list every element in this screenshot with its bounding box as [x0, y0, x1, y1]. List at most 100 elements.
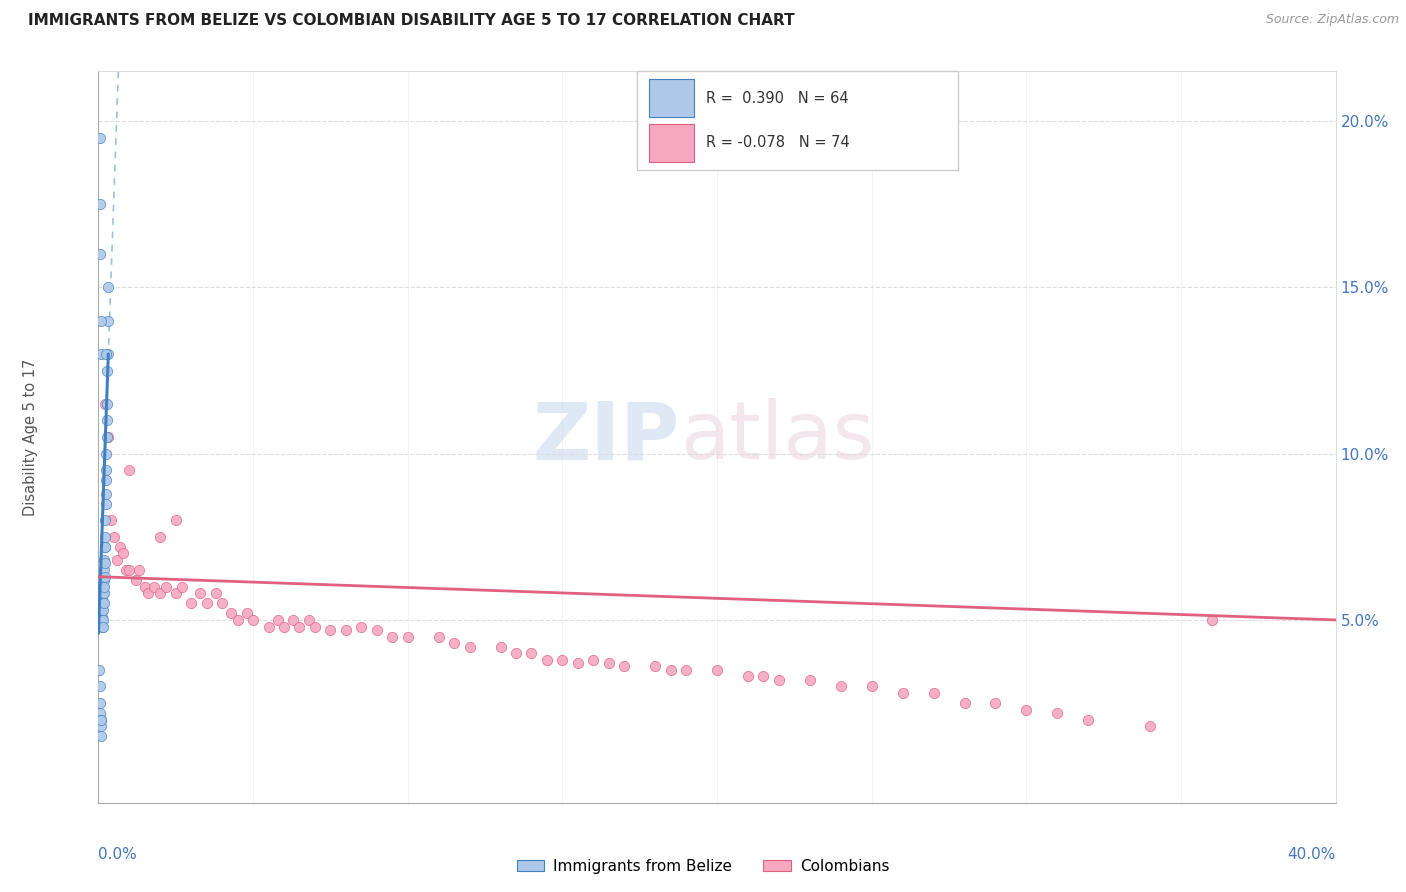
Point — [97, 347, 120, 361]
Point — [91, 613, 114, 627]
Point — [94, 540, 117, 554]
Text: R = -0.078   N = 74: R = -0.078 N = 74 — [706, 136, 849, 150]
Point — [304, 619, 326, 633]
Point — [195, 596, 218, 610]
Point — [396, 630, 419, 644]
Point — [205, 586, 228, 600]
Point — [96, 397, 118, 411]
Point — [458, 640, 481, 654]
Point — [115, 563, 138, 577]
Point — [90, 713, 112, 727]
Point — [91, 586, 114, 600]
Point — [96, 473, 118, 487]
Point — [143, 580, 166, 594]
Point — [89, 586, 111, 600]
Point — [90, 713, 112, 727]
Point — [89, 596, 111, 610]
Point — [94, 486, 117, 500]
Point — [96, 463, 118, 477]
FancyBboxPatch shape — [650, 124, 693, 161]
Point — [90, 593, 112, 607]
Point — [90, 599, 112, 614]
Point — [922, 686, 945, 700]
Point — [1201, 613, 1223, 627]
Point — [89, 197, 111, 211]
Point — [1046, 706, 1069, 720]
Point — [752, 669, 775, 683]
Point — [89, 696, 111, 710]
Point — [97, 430, 120, 444]
Point — [97, 280, 120, 294]
Point — [319, 623, 342, 637]
Point — [90, 719, 112, 733]
Point — [89, 596, 111, 610]
Point — [90, 607, 112, 621]
Point — [489, 640, 512, 654]
Point — [112, 546, 135, 560]
Point — [90, 729, 112, 743]
Point — [100, 513, 122, 527]
Point — [984, 696, 1007, 710]
Point — [118, 563, 141, 577]
Point — [90, 603, 112, 617]
Point — [108, 540, 131, 554]
Point — [89, 680, 111, 694]
Point — [96, 347, 118, 361]
Point — [90, 347, 112, 361]
Point — [149, 530, 172, 544]
Point — [505, 646, 527, 660]
Point — [94, 557, 117, 571]
Point — [257, 619, 280, 633]
Point — [93, 573, 115, 587]
Point — [118, 463, 141, 477]
Point — [91, 596, 114, 610]
Point — [94, 497, 117, 511]
Point — [953, 696, 976, 710]
Point — [273, 619, 295, 633]
Point — [288, 619, 311, 633]
Point — [94, 530, 117, 544]
Point — [1015, 703, 1038, 717]
Point — [180, 596, 202, 610]
FancyBboxPatch shape — [637, 71, 959, 170]
Text: atlas: atlas — [681, 398, 875, 476]
Point — [96, 413, 118, 427]
Point — [124, 573, 146, 587]
Point — [582, 653, 605, 667]
Point — [90, 590, 112, 604]
Point — [598, 656, 620, 670]
Point — [91, 603, 114, 617]
Point — [96, 363, 118, 377]
Point — [567, 656, 589, 670]
Point — [91, 619, 114, 633]
Point — [91, 613, 114, 627]
Point — [96, 447, 118, 461]
Point — [93, 540, 115, 554]
Point — [91, 586, 114, 600]
Point — [90, 580, 112, 594]
Point — [89, 607, 111, 621]
Point — [93, 586, 115, 600]
Point — [443, 636, 465, 650]
Point — [93, 563, 115, 577]
Point — [89, 131, 111, 145]
Point — [737, 669, 759, 683]
Point — [93, 603, 115, 617]
Text: Source: ZipAtlas.com: Source: ZipAtlas.com — [1265, 13, 1399, 27]
Point — [1077, 713, 1099, 727]
Point — [93, 553, 115, 567]
Point — [89, 663, 111, 677]
Point — [211, 596, 233, 610]
Point — [242, 613, 264, 627]
Point — [860, 680, 883, 694]
Text: IMMIGRANTS FROM BELIZE VS COLOMBIAN DISABILITY AGE 5 TO 17 CORRELATION CHART: IMMIGRANTS FROM BELIZE VS COLOMBIAN DISA… — [28, 13, 794, 29]
Point — [93, 570, 115, 584]
Point — [891, 686, 914, 700]
Point — [350, 619, 373, 633]
Text: R =  0.390   N = 64: R = 0.390 N = 64 — [706, 91, 849, 106]
Point — [675, 663, 697, 677]
Text: ZIP: ZIP — [533, 398, 681, 476]
Point — [89, 706, 111, 720]
Point — [520, 646, 543, 660]
Point — [706, 663, 728, 677]
